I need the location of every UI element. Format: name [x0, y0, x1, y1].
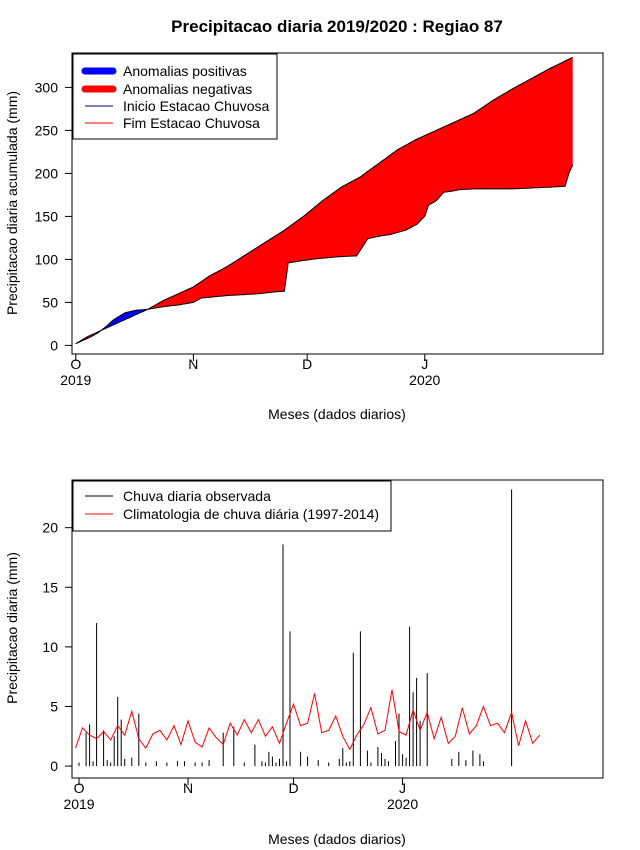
- y-tick-label: 20: [42, 520, 58, 536]
- observed-cumulative-line: [75, 164, 574, 345]
- y-axis-label: Precipitacao diaria acumulada (mm): [4, 91, 20, 315]
- legend-label-negative: Anomalias negativas: [123, 81, 252, 97]
- y-tick-label: 15: [42, 579, 58, 595]
- climatology-daily-line: [75, 689, 541, 751]
- y-tick-label: 0: [50, 337, 58, 353]
- legend-label-observed: Chuva diaria observada: [123, 488, 271, 504]
- x-year-label: 2020: [409, 372, 440, 388]
- legend-label-climatology: Climatologia de chuva diária (1997-2014): [123, 506, 379, 522]
- daily-bars-layer: [78, 489, 513, 767]
- climatology-line-layer: [75, 689, 541, 751]
- legend: Chuva diaria observada Climatologia de c…: [72, 480, 392, 532]
- cumulative-area-layer: [75, 56, 574, 345]
- y-tick-label: 0: [50, 758, 58, 774]
- x-tick-label: O: [74, 780, 85, 796]
- y-tick-label: 10: [42, 639, 58, 655]
- y-tick-label: 50: [42, 294, 58, 310]
- y-tick-label: 5: [50, 698, 58, 714]
- x-year-label: 2019: [60, 372, 91, 388]
- x-year-label: 2019: [63, 796, 94, 812]
- y-tick-label: 200: [35, 165, 59, 181]
- chart-cumulative: Precipitacao diaria 2019/2020 : Regiao 8…: [4, 17, 604, 422]
- legend-label-fim: Fim Estacao Chuvosa: [123, 115, 260, 131]
- x-tick-label: N: [188, 356, 198, 372]
- x-tick-label: J: [399, 780, 406, 796]
- x-tick-label: D: [302, 356, 312, 372]
- y-axis-label: Precipitacao diaria (mm): [4, 552, 20, 704]
- chart-title: Precipitacao diaria 2019/2020 : Regiao 8…: [171, 17, 503, 36]
- x-year-label: 2020: [387, 796, 418, 812]
- y-axis: 0 5 10 15 20: [42, 520, 72, 774]
- y-tick-label: 300: [35, 79, 59, 95]
- plot-frame: [71, 479, 604, 779]
- y-tick-label: 150: [35, 208, 59, 224]
- y-tick-label: 250: [35, 122, 59, 138]
- x-tick-label: J: [421, 356, 428, 372]
- legend-label-inicio: Inicio Estacao Chuvosa: [123, 98, 270, 114]
- x-axis-label: Meses (dados diarios): [268, 406, 406, 422]
- climatology-cumulative-line: [75, 56, 573, 345]
- y-tick-label: 100: [35, 251, 59, 267]
- negative-anomaly-area: [147, 57, 573, 310]
- x-axis-label: Meses (dados diarios): [268, 831, 406, 847]
- legend: Anomalias positivas Anomalias negativas …: [72, 53, 278, 140]
- x-tick-label: O: [70, 356, 81, 372]
- x-tick-label: N: [183, 780, 193, 796]
- x-tick-label: D: [288, 780, 298, 796]
- y-axis: 0 50 100 150 200 250 300: [35, 79, 72, 353]
- legend-label-positive: Anomalias positivas: [123, 63, 247, 79]
- legend-box: [72, 480, 392, 532]
- plot-frame: [71, 52, 604, 355]
